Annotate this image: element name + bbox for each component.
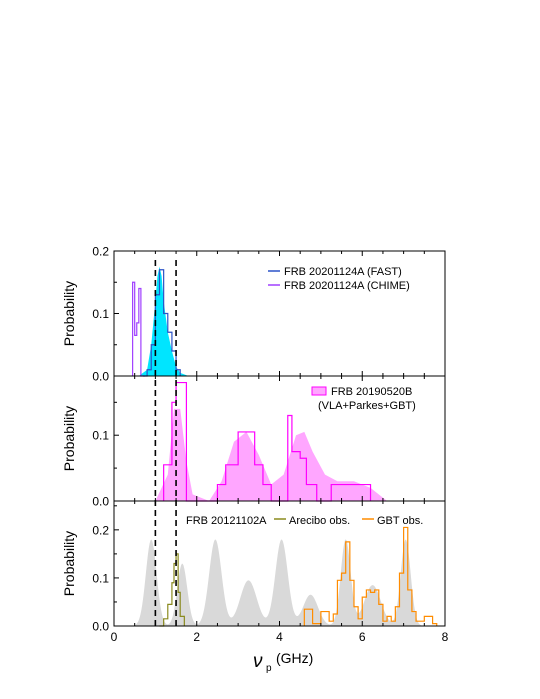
y-tick-label: 0.2 xyxy=(92,245,109,259)
legend-label: GBT obs. xyxy=(377,515,423,527)
legend-label: FRB 20201124A (CHIME) xyxy=(284,280,410,292)
x-tick-label: 8 xyxy=(442,630,449,644)
y-tick-label: 0.1 xyxy=(92,307,109,321)
filled-area-series-1 xyxy=(126,539,429,626)
y-tick-label: 0.0 xyxy=(92,370,109,384)
x-axis-label-unit: (GHz) xyxy=(276,650,313,666)
x-tick-label: 4 xyxy=(276,630,283,644)
x-tick-label: 0 xyxy=(111,630,118,644)
y-tick-label: 0.1 xyxy=(92,571,109,585)
density-area-series-1 xyxy=(155,408,388,501)
panel-3: 0.0 0.1 0.2 Probability FRB 20121102A Arecibo… xyxy=(61,500,446,634)
legend: FRB 20121102A Arecibo obs. GBT obs. xyxy=(186,515,423,527)
step-histogram-series-2 xyxy=(132,281,146,377)
y-axis-label: Probability xyxy=(61,406,77,471)
legend-label: FRB 20190520B xyxy=(331,386,412,398)
legend-swatch xyxy=(311,386,327,396)
panel-1: 0.0 0.1 0.2 Probability FRB 20201124A (FAST)… xyxy=(61,245,446,384)
x-tick-label: 6 xyxy=(359,630,366,644)
legend: FRB 20190520B (VLA+Parkes+GBT) xyxy=(311,386,416,412)
x-axis: 0 2 4 6 8 xyxy=(111,630,449,644)
step-histogram-series-2 xyxy=(159,553,185,627)
y-axis-label: Probability xyxy=(61,281,77,346)
legend-label: (VLA+Parkes+GBT) xyxy=(318,400,416,412)
step-histogram-series-3 xyxy=(303,526,438,626)
legend-label: FRB 20121102A xyxy=(186,515,267,527)
chart-panels: 0.0 0.1 0.2 Probability FRB 20201124A (FAST)… xyxy=(61,245,446,634)
x-tick-label: 2 xyxy=(193,630,200,644)
y-tick-label: 0.0 xyxy=(92,620,109,634)
reference-lines xyxy=(154,260,177,626)
y-tick-label: 0.1 xyxy=(92,429,109,443)
x-axis-label-symbol: ν xyxy=(253,651,263,672)
legend: FRB 20201124A (FAST) FRB 20201124A (CHIME… xyxy=(268,266,410,292)
y-axis-label: Probability xyxy=(61,531,77,596)
legend-label: Arecibo obs. xyxy=(289,515,350,527)
step-histogram-series-1 xyxy=(163,381,372,502)
x-axis-label-subscript: p xyxy=(266,663,272,674)
panel-2: 0.0 0.1 Probability FRB 20190520B (VLA+Parke… xyxy=(61,375,446,509)
y-tick-label: 0.0 xyxy=(92,495,109,509)
legend-label: FRB 20201124A (FAST) xyxy=(284,266,402,278)
y-tick-label: 0.2 xyxy=(92,523,109,537)
